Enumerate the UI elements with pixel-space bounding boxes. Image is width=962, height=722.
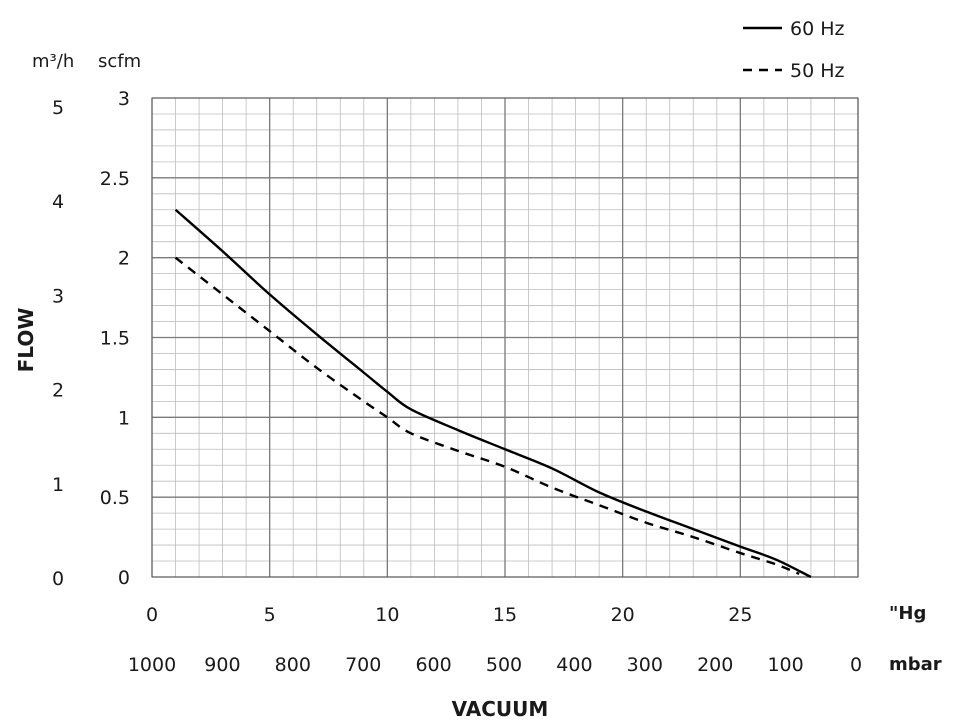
series-line-50-hz [174,256,800,575]
y-tick-label: 3 [118,88,130,110]
x2-tick-label: 500 [486,654,522,676]
y-unit-label: scfm [98,51,141,72]
x-tick-label: 25 [728,604,752,626]
x-unit-label: "Hg [889,603,926,624]
x-tick-label: 5 [264,604,276,626]
legend: 60 Hz 50 Hz [743,18,845,82]
x-tick-label: 20 [611,604,635,626]
x2-tick-label: 300 [627,654,663,676]
y-tick-label: 2.5 [100,168,130,190]
y2-tick-label: 1 [52,474,64,496]
y2-tick-label: 0 [52,568,64,590]
y2-tick-label: 5 [52,97,64,119]
y2-tick-label: 4 [52,191,64,213]
x2-tick-label: 0 [850,654,862,676]
y-tick-label: 1 [118,407,130,429]
x2-tick-label: 800 [275,654,311,676]
x2-unit-label: mbar [889,654,942,675]
x2-tick-label: 700 [345,654,381,676]
x-tick-label: 10 [375,604,399,626]
y2-tick-label: 2 [52,380,64,402]
x-tick-label: 15 [493,604,517,626]
legend-label: 60 Hz [790,18,845,40]
x2-tick-label: 400 [556,654,592,676]
y2-tick-label: 3 [52,285,64,307]
legend-label: 50 Hz [790,60,845,82]
y-tick-label: 0 [118,567,130,589]
major-grid [151,97,859,578]
x2-axis-ticks: 1000 900 800 700 600 500 400 300 200 100 0 [128,654,862,676]
y-tick-label: 0.5 [100,487,130,509]
y-tick-label: 1.5 [100,328,130,350]
x-axis-title: VACUUM [452,697,549,721]
x2-tick-label: 200 [697,654,733,676]
x2-tick-label: 1000 [128,654,176,676]
series-group [174,208,812,579]
x2-tick-label: 600 [415,654,451,676]
y2-axis-ticks: 0 1 2 3 4 5 [52,97,64,590]
y-axis-ticks: 0 0.5 1 1.5 2 2.5 3 [100,88,130,589]
series-line-60-hz [174,208,812,579]
x2-tick-label: 900 [204,654,240,676]
y-tick-label: 2 [118,248,130,270]
plot-frame [151,97,859,578]
x-axis-ticks: 0 5 10 15 20 25 [146,604,752,626]
x2-tick-label: 100 [767,654,803,676]
y2-unit-label: m³/h [32,51,74,72]
y-axis-title: FLOW [14,308,38,373]
x-tick-label: 0 [146,604,158,626]
